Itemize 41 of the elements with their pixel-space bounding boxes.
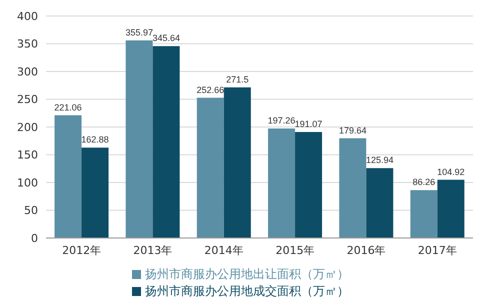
bar	[339, 138, 366, 238]
y-tick-label: 0	[31, 232, 38, 245]
data-label: 125.94	[366, 155, 394, 166]
y-tick-label: 300	[17, 65, 38, 78]
data-label: 191.07	[294, 118, 322, 129]
bar	[224, 87, 251, 238]
bar	[295, 132, 322, 238]
legend-label: 扬州市商服办公用地出让面积（万㎡）	[145, 267, 349, 281]
bar	[82, 148, 109, 238]
y-tick-label: 350	[17, 38, 38, 51]
data-label: 252.66	[196, 84, 224, 95]
x-tick-label: 2014年	[204, 244, 244, 257]
x-tick-label: 2017年	[418, 244, 457, 257]
bar	[366, 168, 394, 238]
data-label: 271.5	[226, 74, 249, 84]
bar	[410, 190, 438, 238]
data-label: 345.64	[152, 33, 180, 44]
data-label: 197.26	[268, 116, 296, 126]
bar	[196, 98, 224, 238]
data-label: 104.92	[437, 166, 465, 177]
data-label: 86.26	[412, 177, 436, 188]
data-label: 355.97	[125, 27, 153, 38]
y-tick-label: 100	[17, 176, 38, 190]
data-label: 162.88	[81, 134, 109, 145]
bar	[437, 180, 464, 238]
data-label: 221.06	[54, 102, 82, 112]
bar	[268, 128, 296, 238]
y-tick-label: 200	[17, 120, 38, 134]
bar	[126, 40, 153, 238]
x-tick-label: 2016年	[346, 244, 386, 257]
x-tick-label: 2013年	[133, 244, 172, 257]
bar	[152, 46, 180, 238]
bar	[54, 115, 82, 238]
x-tick-label: 2015年	[276, 244, 315, 257]
data-label: 179.64	[338, 125, 366, 136]
legend-label: 扬州市商服办公用地成交面积（万㎡）	[145, 284, 349, 298]
y-tick-label: 400	[17, 10, 38, 23]
y-tick-label: 150	[17, 148, 38, 162]
y-tick-label: 250	[17, 93, 38, 106]
y-tick-label: 50	[24, 204, 38, 218]
x-tick-label: 2012年	[62, 244, 102, 257]
